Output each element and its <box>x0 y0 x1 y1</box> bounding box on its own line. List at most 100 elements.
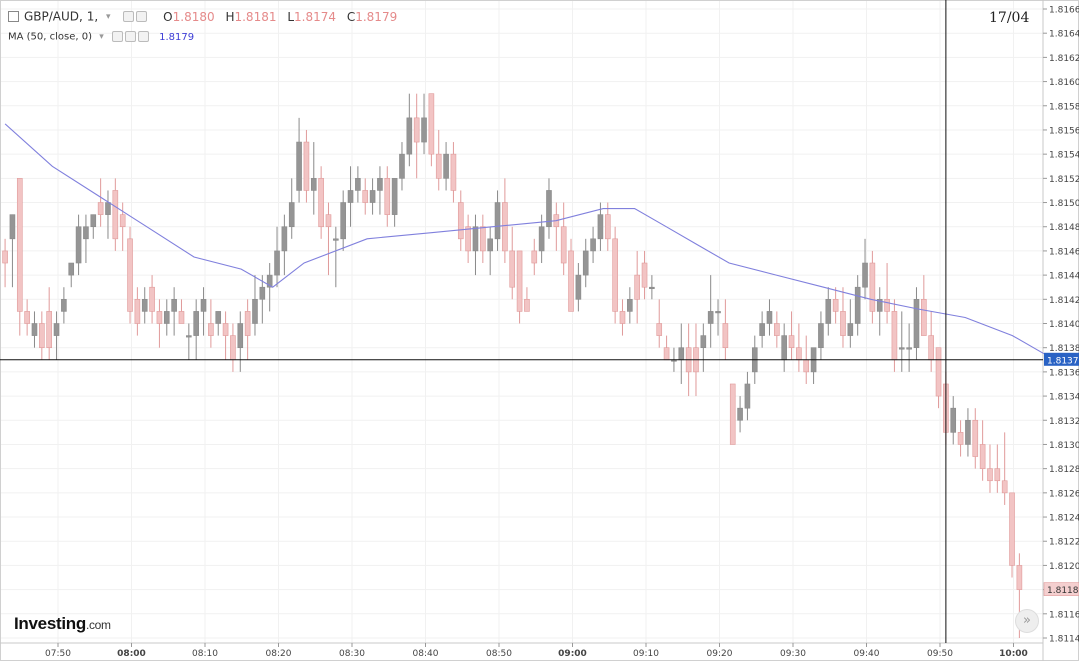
crosshair-price-badge <box>1044 352 1079 366</box>
candle-body <box>222 323 229 336</box>
ohlc-low-key: L <box>287 9 294 24</box>
price-tick-label: 1.8128 <box>1049 465 1079 475</box>
candle-body <box>288 202 295 228</box>
candle-body <box>274 250 280 276</box>
collapse-toggle-icon[interactable] <box>8 11 19 22</box>
candle-body <box>369 190 376 203</box>
investing-logo: Investing.com <box>14 614 111 634</box>
candle-body <box>965 419 971 445</box>
price-tick-label: 1.8122 <box>1049 538 1079 548</box>
time-tick-label: 09:50 <box>927 649 953 659</box>
chevron-down-icon[interactable]: ▾ <box>105 11 111 22</box>
candle-body <box>310 178 317 191</box>
candle-body <box>950 407 957 433</box>
candle-body <box>2 250 8 264</box>
time-tick-label: 09:20 <box>707 649 733 659</box>
indicator-value: 1.8179 <box>159 31 195 43</box>
chevron-down-icon[interactable]: ▾ <box>99 31 104 42</box>
candle-body <box>413 117 420 143</box>
ohlc-low-value: 1.8174 <box>294 9 336 24</box>
visibility-icon[interactable] <box>111 31 123 42</box>
candle-body <box>928 335 934 361</box>
price-tick-label: 1.8152 <box>1049 175 1079 185</box>
candle-body <box>509 250 516 288</box>
close-icon[interactable] <box>137 31 149 42</box>
indicator-legend: MA (50, close, 0) ▾ 1.8179 <box>8 31 194 43</box>
candle-body <box>494 202 501 240</box>
candle-body <box>825 299 832 324</box>
candle-body <box>663 347 670 361</box>
candle-body <box>450 153 457 191</box>
candle-body <box>715 311 721 314</box>
scroll-to-latest-button[interactable]: » <box>1015 609 1039 633</box>
candle-body <box>333 238 339 241</box>
candle-body <box>127 238 133 312</box>
ohlc-high-key: H <box>225 9 235 24</box>
close-icon[interactable] <box>136 11 148 22</box>
candle-body <box>774 323 780 336</box>
candle-body <box>575 274 582 300</box>
candle-body <box>480 226 486 252</box>
price-tick-label: 1.8114 <box>1049 635 1079 645</box>
candle-body <box>891 311 898 361</box>
candle-body <box>472 226 479 252</box>
candle-body <box>266 274 273 288</box>
candle-body <box>612 238 618 312</box>
price-tick-label: 1.8154 <box>1049 151 1079 161</box>
price-tick-label: 1.8130 <box>1049 441 1079 451</box>
brand-suffix: .com <box>85 618 111 632</box>
candle-body <box>281 226 288 252</box>
time-tick-label: 08:10 <box>192 649 218 659</box>
candle-body <box>141 299 148 312</box>
price-tick-label: 1.8148 <box>1049 223 1079 233</box>
price-tick-label: 1.8132 <box>1049 417 1079 427</box>
settings-icon[interactable] <box>123 11 135 22</box>
price-tick-label: 1.8140 <box>1049 320 1079 330</box>
candle-body <box>428 93 435 155</box>
candle-body <box>90 214 97 228</box>
candle-body <box>178 311 185 324</box>
candle-body <box>252 299 258 324</box>
candle-body <box>443 153 449 179</box>
price-tick-label: 1.8120 <box>1049 562 1079 572</box>
candle-body <box>68 262 75 276</box>
ohlc-close-key: C <box>346 9 356 24</box>
candle-body <box>119 214 126 228</box>
candle-body <box>186 335 192 338</box>
candle-body <box>869 262 876 312</box>
candle-body <box>457 202 464 240</box>
ohlc-high-value: 1.8181 <box>234 9 277 24</box>
candle-body <box>149 286 155 312</box>
candle-body <box>516 250 523 312</box>
symbol-interval: 1 <box>86 9 95 24</box>
settings-icon[interactable] <box>124 31 136 42</box>
candle-body <box>840 311 846 336</box>
candle-body <box>465 226 471 252</box>
candle-body <box>531 250 538 264</box>
candle-body <box>230 335 236 361</box>
candle-body <box>656 323 663 336</box>
crosshair-date-label: 17/04 <box>989 10 1030 26</box>
crosshair-price-text: 1.8137 <box>1047 356 1079 366</box>
candle-body <box>921 299 927 336</box>
price-tick-label: 1.8150 <box>1049 199 1079 209</box>
candle-body <box>641 262 648 288</box>
candle-body <box>729 383 736 445</box>
candle-body <box>384 178 391 215</box>
price-tick-label: 1.8134 <box>1049 393 1079 403</box>
candle-body <box>1001 480 1008 494</box>
candle-body <box>502 202 508 252</box>
candle-body <box>634 274 640 300</box>
candle-body <box>722 323 729 348</box>
time-tick-label: 08:00 <box>117 649 146 659</box>
candle-body <box>766 311 773 324</box>
price-tick-label: 1.8142 <box>1049 296 1079 306</box>
last-price-text: 1.8118 <box>1047 586 1079 596</box>
candle-body <box>781 335 787 361</box>
candle-body <box>546 190 552 228</box>
candle-body <box>678 347 685 361</box>
candle-body <box>75 226 82 264</box>
price-tick-label: 1.8138 <box>1049 344 1079 354</box>
